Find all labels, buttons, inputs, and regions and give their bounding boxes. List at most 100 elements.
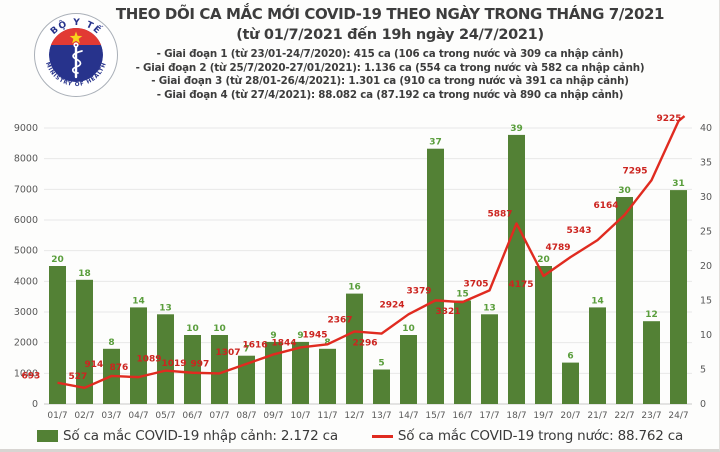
line-value-label: 9225 <box>657 114 682 124</box>
line-value-label: 914 <box>85 360 104 370</box>
x-axis-tick: 11/7 <box>317 411 337 421</box>
bar <box>346 293 363 404</box>
bar-value-label: 8 <box>324 338 330 348</box>
x-axis-tick: 02/7 <box>74 411 94 421</box>
x-axis-tick: 07/7 <box>209 411 229 421</box>
y-axis-left-tick: 9000 <box>14 123 38 134</box>
line-value-label: 3705 <box>464 279 489 289</box>
bar <box>481 314 498 404</box>
bar-value-label: 13 <box>483 303 496 313</box>
line-value-label: 4789 <box>546 243 571 253</box>
bar-value-label: 20 <box>51 255 64 265</box>
x-axis-tick: 22/7 <box>614 411 634 421</box>
line-value-label: 1019 <box>162 359 187 369</box>
line-value-label: 5887 <box>488 209 513 219</box>
line-value-label: 2296 <box>353 339 378 349</box>
bar <box>643 321 660 404</box>
line-value-label: 4175 <box>509 280 534 290</box>
y-axis-right-tick: 40 <box>700 123 712 134</box>
y-axis-left-tick: 4000 <box>14 276 38 287</box>
bar <box>535 266 552 404</box>
line-value-label: 997 <box>191 359 210 369</box>
chart-legend: Số ca mắc COVID-19 nhập cảnh: 2.172 ca S… <box>0 423 719 449</box>
bar-value-label: 13 <box>159 303 172 313</box>
bar-value-label: 10 <box>402 324 415 334</box>
line-value-label: 6164 <box>594 201 619 211</box>
y-axis-right-tick: 30 <box>700 192 712 203</box>
x-axis-tick: 23/7 <box>641 411 661 421</box>
x-axis-tick: 24/7 <box>668 411 688 421</box>
x-axis-tick: 06/7 <box>182 411 202 421</box>
x-axis-tick: 10/7 <box>290 411 310 421</box>
y-axis-left-tick: 2000 <box>14 338 38 349</box>
bar <box>589 307 606 404</box>
x-axis-tick: 09/7 <box>263 411 283 421</box>
bar <box>265 341 282 404</box>
line-value-label: 1616 <box>243 340 268 350</box>
combo-chart: 0 1000 2000 3000 4000 5000 6000 7000 8000 9000 0 5 1… <box>14 114 712 421</box>
legend-domestic-label: Số ca mắc COVID-19 trong nước: 88.762 ca <box>397 428 684 444</box>
bar-value-label: 12 <box>645 310 658 320</box>
bar <box>400 335 417 404</box>
phase-summary: - Giai đoạn 1 (từ 23/01-24/7/2020): 415 … <box>90 48 690 102</box>
bar <box>508 134 525 404</box>
y-axis-right-tick: 15 <box>700 296 712 307</box>
bar-value-label: 14 <box>132 296 145 306</box>
bar-value-label: 9 <box>297 331 303 341</box>
y-axis-right-tick: 35 <box>700 158 712 169</box>
phase-1-line: - Giai đoạn 1 (từ 23/01-24/7/2020): 415 … <box>156 48 624 60</box>
y-axis-right-tick: 5 <box>700 365 706 376</box>
line-value-label: 693 <box>22 372 41 382</box>
page-subtitle: (từ 01/7/2021 đến 19h ngày 24/7/2021) <box>236 27 544 43</box>
line-value-label: 7295 <box>623 166 648 176</box>
bar-value-label: 39 <box>510 124 523 134</box>
phase-4-line: - Giai đoạn 4 (từ 27/4/2021): 88.082 ca … <box>156 88 624 101</box>
line-value-label: 876 <box>110 363 129 373</box>
line-value-label: 527 <box>69 372 88 382</box>
x-axis-tick: 04/7 <box>128 411 148 421</box>
y-axis-left-tick: 7000 <box>14 184 38 195</box>
y-axis-left-tick: 5000 <box>14 246 38 257</box>
x-axis-tick: 01/7 <box>47 411 67 421</box>
bar-value-label: 37 <box>429 138 442 148</box>
bar-value-label: 20 <box>537 255 550 265</box>
logo-emblem <box>49 28 103 82</box>
line-value-label: 1844 <box>272 338 297 348</box>
x-axis-tick: 08/7 <box>236 411 256 421</box>
phase-3-line: - Giai đoạn 3 (từ 28/01-26/4/2021): 1.30… <box>151 75 629 87</box>
x-axis-tick: 20/7 <box>560 411 580 421</box>
bar-value-label: 10 <box>213 324 226 334</box>
x-axis-tick: 05/7 <box>155 411 175 421</box>
bar-value-label: 9 <box>270 331 276 341</box>
line-value-label: 1945 <box>303 330 328 340</box>
x-axis-tick: 18/7 <box>506 411 526 421</box>
line-value-label: 1089 <box>137 355 162 365</box>
bar <box>373 369 390 404</box>
bar <box>670 190 687 404</box>
x-axis-tick: 17/7 <box>479 411 499 421</box>
bar-value-label: 10 <box>186 324 199 334</box>
ministry-of-health-logo: BỘ Y TẾ MINISTRY OF HEALTH <box>34 13 118 97</box>
bar <box>157 314 174 404</box>
x-axis-tick: 13/7 <box>371 411 391 421</box>
y-axis-left-tick: 1000 <box>14 368 38 379</box>
legend-item-domestic: Số ca mắc COVID-19 trong nước: 88.762 ca <box>371 428 684 444</box>
bar <box>319 348 336 404</box>
y-axis-left-tick: 6000 <box>14 215 38 226</box>
bar-value-label: 15 <box>456 290 469 300</box>
bar-value-label: 14 <box>591 296 604 306</box>
line-value-label: 1307 <box>216 348 241 358</box>
bar <box>76 279 93 404</box>
y-axis-right-tick: 20 <box>700 261 712 272</box>
title-block: THEO DÕI CA MẮC MỚI COVID-19 THEO NGÀY T… <box>90 4 690 102</box>
x-axis-tick: 14/7 <box>398 411 418 421</box>
bar <box>454 300 471 404</box>
bar <box>292 341 309 404</box>
x-axis-tick: 21/7 <box>587 411 607 421</box>
bar <box>130 307 147 404</box>
bar <box>211 335 228 404</box>
line-value-label: 5343 <box>567 226 592 236</box>
bar-value-label: 6 <box>567 352 573 362</box>
line-value-label: 3321 <box>436 307 461 317</box>
